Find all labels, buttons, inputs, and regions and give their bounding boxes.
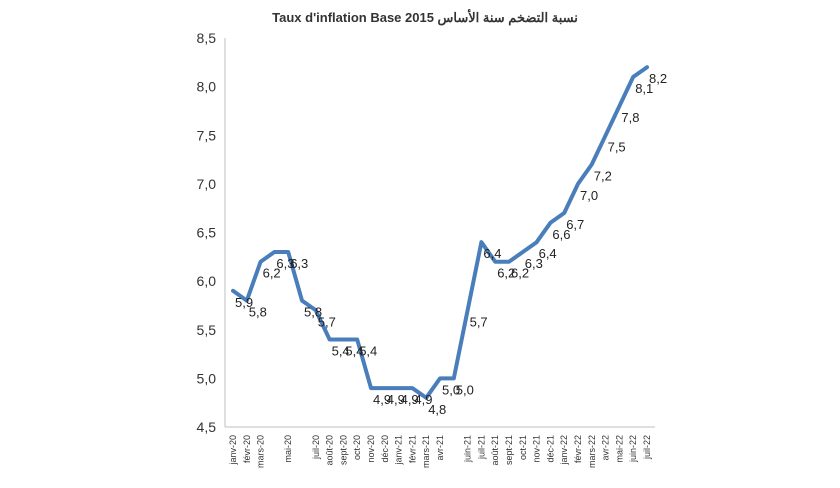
x-tick-label: déc-20	[380, 435, 390, 463]
x-tick-label: janv-21	[394, 435, 404, 466]
y-tick-labels: 4,5 5,0 5,5 6,0 6,5 7,0 7,5 8,0 8,5	[197, 30, 217, 435]
x-tick-label: août-20	[325, 435, 335, 466]
y-tick-label: 4,5	[197, 419, 217, 435]
data-label: 6,4	[483, 246, 501, 261]
data-label: 6,3	[276, 256, 294, 271]
x-tick-label: juil-20	[311, 435, 321, 460]
data-label: 8,1	[635, 81, 653, 96]
x-tick-label: mai-22	[614, 435, 624, 463]
y-tick-label: 5,5	[197, 322, 217, 338]
chart-title: Taux d'inflation Base 2015 نسبة التضخم س…	[272, 9, 578, 26]
data-label: 5,8	[304, 305, 322, 320]
x-tick-label: févr-22	[573, 435, 583, 463]
series-line	[231, 65, 649, 400]
data-label: 4,8	[428, 402, 446, 417]
data-label: 4,9	[373, 392, 391, 407]
x-tick-label: mars-22	[587, 435, 597, 468]
data-label: 6,2	[511, 266, 529, 281]
x-tick-label: juil-22	[642, 435, 652, 460]
x-tick-label: mai-20	[283, 435, 293, 463]
data-label: 6,4	[539, 246, 557, 261]
x-tick-label: avr-22	[601, 435, 611, 461]
y-tick-label: 6,0	[197, 273, 217, 289]
x-tick-label: mars-20	[256, 435, 266, 468]
data-label: 5,7	[470, 314, 488, 329]
data-label: 5,4	[345, 343, 363, 358]
y-tick-label: 8,0	[197, 79, 217, 95]
data-label: 7,8	[621, 110, 639, 125]
y-tick-label: 5,0	[197, 370, 217, 386]
data-label: 7,2	[594, 168, 612, 183]
data-label: 5,0	[442, 382, 460, 397]
data-label: 6,6	[552, 227, 570, 242]
x-tick-label: sept-21	[504, 435, 514, 465]
x-tick-label: juin-22	[628, 435, 638, 463]
x-tick-label: janv-20	[228, 435, 238, 466]
x-tick-label: déc-21	[545, 435, 555, 463]
data-label: 4,9	[401, 392, 419, 407]
x-tick-labels: janv-20 févr-20 mars-20 mai-20 juil-20 août-2…	[228, 435, 652, 468]
data-label: 5,4	[359, 343, 377, 358]
data-label: 5,4	[332, 343, 350, 358]
x-tick-label: août-21	[490, 435, 500, 466]
x-tick-label: sept-20	[338, 435, 348, 465]
data-label: 7,5	[608, 139, 626, 154]
y-tick-label: 8,5	[197, 30, 217, 46]
data-label: 6,3	[525, 256, 543, 271]
data-label: 6,3	[290, 256, 308, 271]
data-label: 8,2	[649, 71, 667, 86]
x-tick-label: nov-20	[366, 435, 376, 463]
x-tick-label: janv-22	[559, 435, 569, 466]
x-tick-label: juin-21	[463, 435, 473, 463]
data-label: 5,9	[235, 295, 253, 310]
x-tick-label: févr-21	[407, 435, 417, 463]
x-tick-label: juil-21	[476, 435, 486, 460]
y-tick-label: 6,5	[197, 225, 217, 241]
inflation-line-chart: Taux d'inflation Base 2015 نسبة التضخم س…	[197, 9, 668, 468]
chart-panel: Taux d'inflation Base 2015 نسبة التضخم س…	[175, 0, 675, 488]
x-tick-label: févr-20	[242, 435, 252, 463]
x-tick-label: avr-21	[435, 435, 445, 461]
y-tick-label: 7,5	[197, 127, 217, 143]
data-label: 5,0	[456, 382, 474, 397]
data-labels: 5,95,86,26,36,35,85,75,45,45,44,94,94,94…	[235, 71, 667, 417]
x-tick-label: mars-21	[421, 435, 431, 468]
data-label: 5,8	[249, 305, 267, 320]
x-tick-label: nov-21	[532, 435, 542, 463]
data-label: 6,2	[263, 266, 281, 281]
data-label: 5,7	[318, 314, 336, 329]
x-tick-label: oct-21	[518, 435, 528, 460]
data-label: 4,9	[414, 392, 432, 407]
data-label: 6,2	[497, 266, 515, 281]
y-tick-label: 7,0	[197, 176, 217, 192]
x-tick-label: oct-20	[352, 435, 362, 460]
data-label: 4,9	[387, 392, 405, 407]
data-label: 7,0	[580, 188, 598, 203]
data-label: 6,7	[566, 217, 584, 232]
